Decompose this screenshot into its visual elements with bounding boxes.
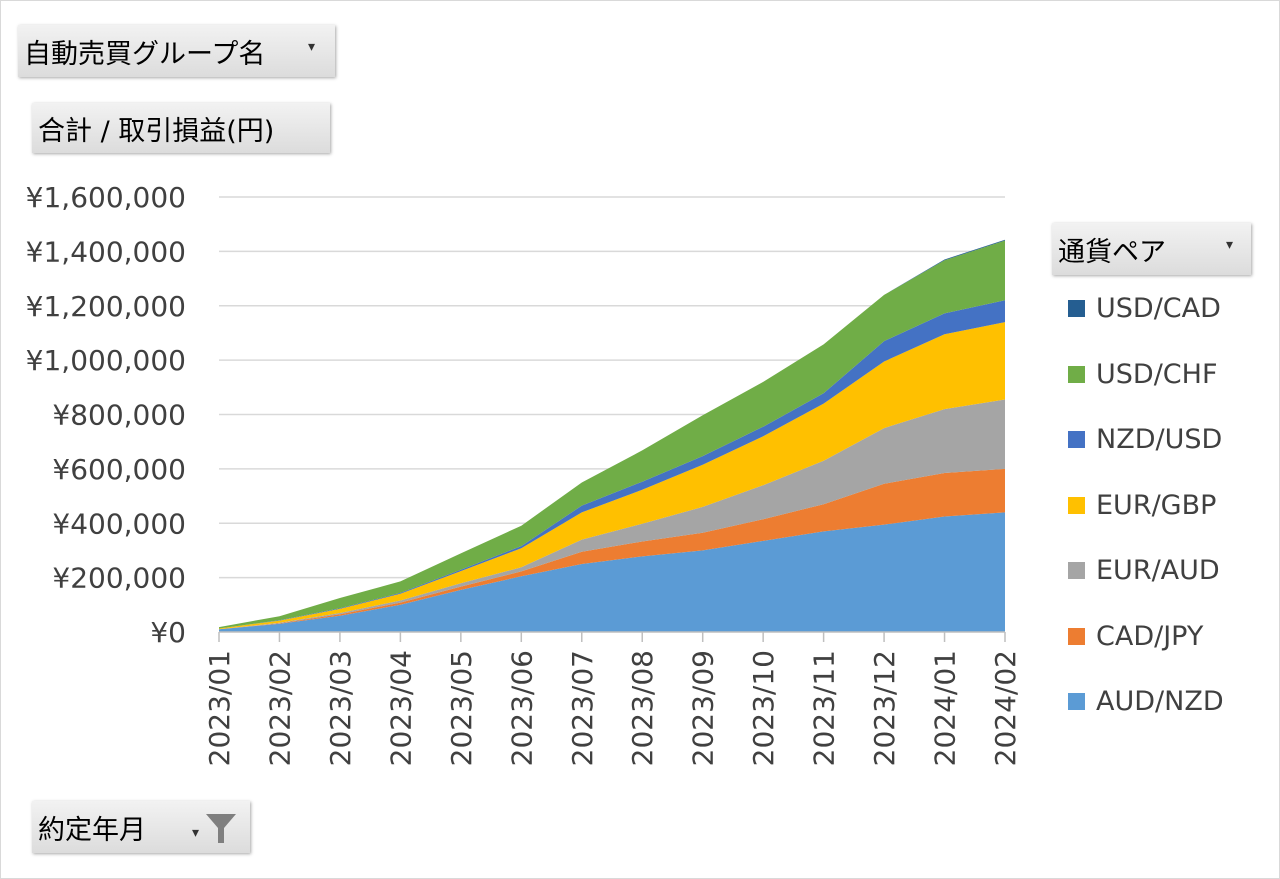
area-series-aud-nzd — [219, 512, 1005, 632]
y-tick-label: ¥1,000,000 — [26, 344, 186, 377]
legend-item[interactable]: EUR/AUD — [1068, 555, 1220, 586]
y-tick-label: ¥400,000 — [52, 507, 186, 540]
chevron-down-icon[interactable]: ▾ — [192, 825, 200, 841]
y-tick-label: ¥200,000 — [52, 562, 186, 595]
legend-item[interactable]: EUR/GBP — [1068, 490, 1216, 521]
area-series-cad-jpy — [219, 468, 1005, 630]
legend-label: EUR/GBP — [1096, 489, 1217, 521]
legend-label: AUD/NZD — [1096, 686, 1224, 717]
area-series-usd-chf — [219, 240, 1005, 629]
y-tick-label: ¥800,000 — [52, 399, 186, 432]
legend-field-label: 通貨ペア — [1058, 236, 1166, 268]
group-field-button[interactable]: 自動売買グループ名 ▾ — [18, 25, 335, 77]
x-tick-label: 2023/10 — [747, 650, 780, 766]
legend-item[interactable]: USD/CAD — [1068, 293, 1221, 324]
legend-swatch — [1068, 496, 1085, 514]
legend-item[interactable]: CAD/JPY — [1068, 621, 1203, 652]
legend-field-button[interactable]: 通貨ペア ▾ — [1052, 223, 1251, 275]
legend-swatch — [1068, 365, 1085, 383]
x-tick-label: 2023/07 — [566, 650, 599, 766]
x-tick-label: 2023/05 — [445, 650, 478, 766]
area-series-eur-aud — [219, 399, 1005, 630]
filter-icon[interactable] — [204, 811, 238, 852]
value-field-button[interactable]: 合計 / 取引損益(円) — [32, 103, 330, 153]
x-tick-label: 2023/04 — [384, 650, 417, 766]
x-tick-label: 2024/01 — [929, 650, 962, 766]
y-tick-label: ¥1,200,000 — [26, 290, 186, 323]
y-tick-label: ¥600,000 — [52, 453, 186, 486]
legend-swatch — [1068, 431, 1085, 448]
x-tick-label: 2023/06 — [505, 650, 538, 766]
y-tick-label: ¥0 — [150, 616, 186, 649]
value-field-label: 合計 / 取引損益(円) — [38, 115, 275, 147]
x-tick-label: 2023/08 — [626, 650, 659, 766]
x-tick-label: 2023/11 — [808, 650, 841, 766]
legend-swatch — [1068, 300, 1085, 317]
chevron-down-icon[interactable]: ▾ — [307, 39, 315, 55]
legend-swatch — [1068, 627, 1085, 645]
legend-label: NZD/USD — [1096, 424, 1223, 455]
legend-label: EUR/AUD — [1096, 555, 1220, 586]
area-series-nzd-usd — [219, 300, 1005, 629]
x-tick-label: 2023/03 — [324, 650, 357, 766]
x-tick-label: 2023/12 — [868, 650, 901, 766]
legend-item[interactable]: NZD/USD — [1068, 424, 1222, 455]
x-tick-label: 2023/09 — [687, 650, 720, 766]
group-field-label: 自動売買グループ名 — [24, 38, 266, 70]
x-tick-label: 2024/02 — [989, 650, 1022, 766]
area-series-eur-gbp — [219, 322, 1005, 630]
legend-label: CAD/JPY — [1096, 620, 1204, 652]
legend-label: USD/CAD — [1096, 293, 1221, 324]
y-tick-label: ¥1,400,000 — [26, 235, 186, 268]
legend-label: USD/CHF — [1096, 358, 1218, 390]
x-tick-label: 2023/01 — [203, 650, 236, 766]
chevron-down-icon[interactable]: ▾ — [1225, 237, 1233, 253]
axis-field-label: 約定年月 — [38, 814, 146, 846]
legend-swatch — [1068, 562, 1085, 579]
axis-field-button[interactable]: 約定年月 ▾ — [32, 801, 250, 853]
y-tick-label: ¥1,600,000 — [26, 181, 186, 214]
legend-item[interactable]: AUD/NZD — [1068, 686, 1224, 717]
legend-item[interactable]: USD/CHF — [1068, 359, 1217, 390]
legend-swatch — [1068, 693, 1085, 710]
x-tick-label: 2023/02 — [263, 650, 296, 766]
